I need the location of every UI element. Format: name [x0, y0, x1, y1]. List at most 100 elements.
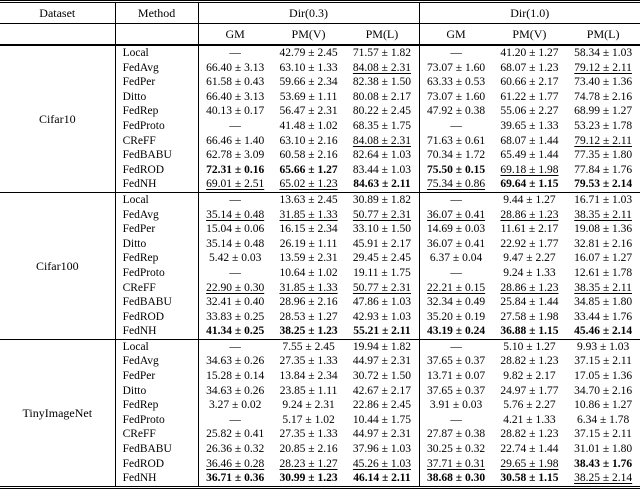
value-cell: 47.86 ± 1.03	[352, 296, 411, 309]
table-row: Ditto 35.14 ± 0.48 26.19 ± 1.11 45.91 ± 2.1…	[0, 236, 640, 252]
value-cell: 17.05 ± 1.36	[574, 370, 633, 383]
table-row: FedRep 40.13 ± 0.17 56.47 ± 2.31 80.22 ± 2.…	[0, 104, 640, 119]
value-cell: 22.21 ± 0.15	[418, 280, 493, 296]
value-cell: 26.19 ± 1.11	[279, 237, 338, 250]
value-cell: 9.47 ± 2.27	[503, 252, 556, 265]
value-cell: 29.45 ± 2.45	[352, 252, 411, 265]
value-cell: 32.81 ± 2.16	[574, 237, 633, 250]
value-cell: 38.68 ± 0.30	[418, 471, 493, 488]
table-row: FedAvg 66.40 ± 3.13 63.10 ± 1.33 84.08 ± 2.…	[0, 60, 640, 76]
value-cell: 19.94 ± 1.82	[352, 340, 411, 353]
value-cell: 28.86 ± 1.23	[500, 208, 559, 221]
value-cell: 75.34 ± 0.86	[418, 177, 493, 193]
value-cell: 3.27 ± 0.02	[209, 399, 262, 412]
value-cell: 10.44 ± 1.75	[352, 413, 411, 426]
value-cell: —	[418, 118, 493, 134]
value-cell: 74.78 ± 2.16	[574, 90, 633, 103]
header-col-pmv-dir10: PM(V)	[512, 27, 547, 41]
value-cell: 13.63 ± 2.45	[279, 193, 338, 206]
value-cell: 6.34 ± 1.78	[576, 413, 630, 426]
value-cell: 77.84 ± 1.76	[574, 163, 633, 176]
header-row-groups: Dataset Method Dir(0.3) Dir(1.0)	[0, 1, 640, 24]
method-label: FedProto	[114, 118, 199, 134]
value-cell: 3.91 ± 0.03	[418, 398, 493, 413]
value-cell: 29.65 ± 1.98	[500, 457, 559, 470]
value-cell: 28.23 ± 1.27	[279, 457, 338, 470]
value-cell: 16.71 ± 1.03	[574, 193, 633, 206]
value-cell: 31.01 ± 1.80	[574, 443, 633, 456]
value-cell: 84.63 ± 2.11	[353, 178, 411, 191]
value-cell: 56.47 ± 2.31	[279, 105, 338, 118]
value-cell: —	[418, 192, 493, 208]
value-cell: 84.08 ± 2.31	[352, 61, 411, 74]
value-cell: 66.40 ± 3.13	[206, 90, 265, 103]
value-cell: 5.42 ± 0.03	[209, 252, 262, 265]
dataset-label: Cifar100	[35, 258, 79, 273]
header-col-pml-dir03: PM(L)	[365, 27, 399, 41]
value-cell: 30.72 ± 1.50	[352, 370, 411, 383]
value-cell: 60.58 ± 2.16	[279, 149, 338, 162]
value-cell: 65.02 ± 1.23	[279, 178, 338, 191]
value-cell: 75.50 ± 0.15	[418, 162, 493, 178]
method-label: FedPer	[114, 222, 199, 237]
value-cell: 35.20 ± 0.19	[418, 309, 493, 325]
value-cell: —	[418, 45, 493, 61]
value-cell: 39.65 ± 1.33	[500, 119, 559, 132]
value-cell: 34.70 ± 2.16	[574, 384, 633, 397]
value-cell: —	[229, 119, 241, 132]
value-cell: 30.89 ± 1.82	[352, 193, 411, 206]
value-cell: 72.31 ± 0.16	[206, 163, 265, 176]
method-label: Local	[114, 339, 199, 355]
value-cell: 47.92 ± 0.38	[418, 104, 493, 119]
header-dataset: Dataset	[39, 6, 76, 20]
value-cell: 36.88 ± 1.15	[500, 325, 559, 338]
method-label: Ditto	[114, 383, 199, 399]
header-group-dir10: Dir(1.0)	[418, 1, 640, 24]
value-cell: 66.40 ± 3.13	[206, 61, 265, 74]
value-cell: 28.82 ± 1.23	[500, 355, 559, 368]
value-cell: 68.07 ± 1.44	[500, 134, 559, 147]
value-cell: 42.67 ± 2.17	[352, 384, 411, 397]
value-cell: 28.82 ± 1.23	[500, 428, 559, 441]
table-row: FedProto — 5.17 ± 1.02 10.44 ± 1.75 — 4.21 ± …	[0, 412, 640, 428]
value-cell: 13.71 ± 0.07	[418, 369, 493, 384]
value-cell: 37.96 ± 1.03	[352, 443, 411, 456]
value-cell: 50.77 ± 2.31	[352, 281, 411, 294]
value-cell: 4.21 ± 1.33	[503, 413, 556, 426]
dataset-label: TinyImageNet	[22, 405, 93, 420]
value-cell: 69.64 ± 1.15	[500, 178, 559, 191]
value-cell: 38.25 ± 2.14	[574, 472, 633, 485]
value-cell: 45.46 ± 2.14	[574, 325, 633, 338]
value-cell: 36.71 ± 0.36	[206, 472, 265, 485]
method-label: FedRep	[114, 398, 199, 413]
method-label: FedNH	[114, 324, 199, 340]
table-row: FedROD 33.83 ± 0.25 28.53 ± 1.27 42.93 ± 1.…	[0, 309, 640, 325]
method-label: FedProto	[114, 265, 199, 281]
table-row: FedPer 15.04 ± 0.06 16.15 ± 2.34 33.10 ± 1.…	[0, 222, 640, 237]
value-cell: —	[229, 413, 241, 426]
value-cell: 73.40 ± 1.36	[574, 76, 633, 89]
value-cell: 5.17 ± 1.02	[282, 413, 335, 426]
table-row: FedRep 5.42 ± 0.03 13.59 ± 2.31 29.45 ± 2.4…	[0, 251, 640, 266]
table-row: FedBABU 26.36 ± 0.32 20.85 ± 2.16 37.96 ± 1…	[0, 442, 640, 457]
value-cell: 38.35 ± 2.11	[574, 208, 632, 221]
value-cell: 71.57 ± 1.82	[352, 47, 411, 59]
value-cell: 22.86 ± 2.45	[352, 399, 411, 412]
value-cell: 37.65 ± 0.37	[418, 354, 493, 370]
method-label: FedROD	[114, 162, 199, 178]
value-cell: —	[418, 339, 493, 355]
value-cell: 68.07 ± 1.23	[500, 61, 559, 74]
value-cell: 24.97 ± 1.77	[500, 384, 559, 397]
table-row: Ditto 34.63 ± 0.26 23.85 ± 1.11 42.67 ± 2.1…	[0, 383, 640, 399]
value-cell: 44.97 ± 2.31	[352, 428, 411, 441]
table-row: FedNH 36.71 ± 0.36 30.99 ± 1.23 46.14 ± 2.1…	[0, 471, 640, 488]
value-cell: 9.93 ± 1.03	[576, 340, 630, 353]
table-row: FedBABU 62.78 ± 3.09 60.58 ± 2.16 82.64 ± 1…	[0, 148, 640, 163]
value-cell: —	[418, 265, 493, 281]
value-cell: 9.24 ± 2.31	[282, 399, 335, 412]
value-cell: 28.86 ± 1.23	[500, 281, 559, 294]
value-cell: 50.77 ± 2.31	[352, 208, 411, 221]
value-cell: 40.13 ± 0.17	[206, 105, 265, 118]
value-cell: —	[229, 47, 241, 59]
value-cell: 36.07 ± 0.41	[418, 207, 493, 223]
